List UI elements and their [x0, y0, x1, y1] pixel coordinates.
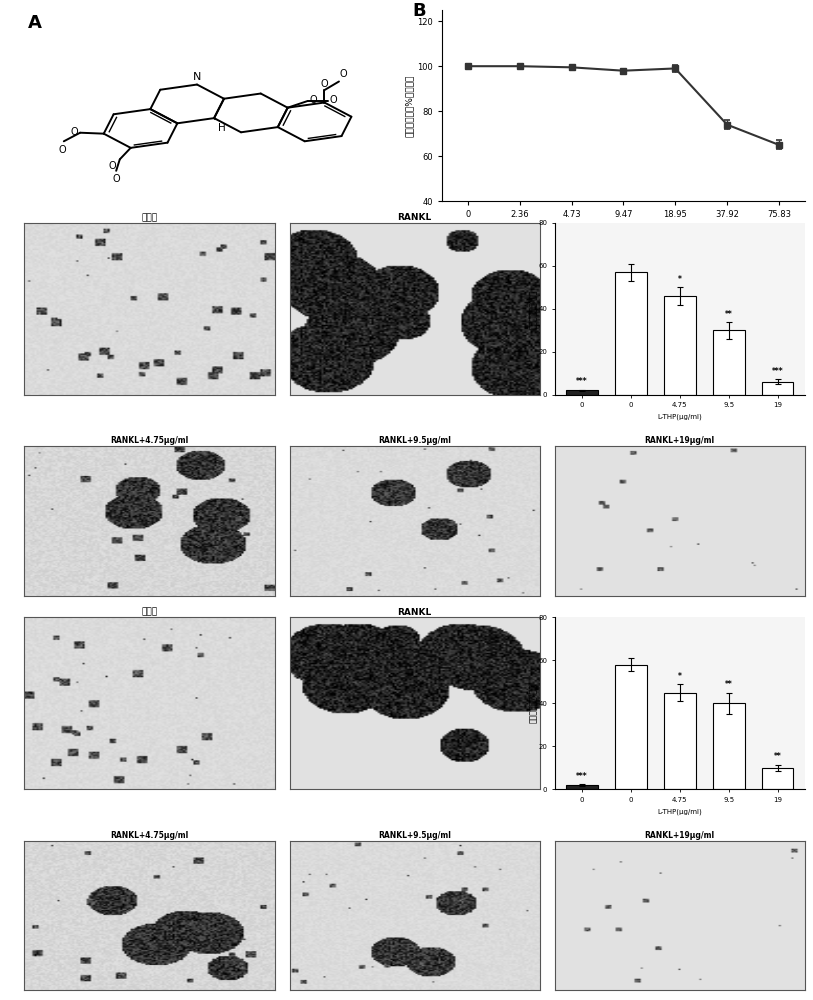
Text: O: O — [320, 79, 328, 89]
Y-axis label: 破骨细胞数（/圖）: 破骨细胞数（/圖） — [528, 289, 537, 329]
Title: RANKL+4.75μg/ml: RANKL+4.75μg/ml — [111, 436, 189, 445]
Title: 对照组: 对照组 — [141, 213, 158, 222]
Text: O: O — [329, 95, 337, 105]
Text: **: ** — [774, 752, 781, 761]
Text: B: B — [413, 2, 427, 20]
Text: ***: *** — [772, 367, 784, 376]
Y-axis label: 破骨细胞数（/圖）: 破骨细胞数（/圖） — [528, 683, 537, 723]
X-axis label: L-THP(μg/ml): L-THP(μg/ml) — [658, 808, 702, 815]
Title: RANKL+19μg/ml: RANKL+19μg/ml — [645, 436, 715, 445]
Bar — [615, 665, 647, 789]
Bar — [713, 330, 745, 395]
Bar — [664, 693, 696, 789]
Text: **: ** — [725, 680, 733, 689]
Bar — [566, 390, 598, 395]
Y-axis label: 细胞增殖率（%对照组）: 细胞增殖率（%对照组） — [406, 74, 415, 137]
Text: O: O — [340, 69, 347, 79]
Bar — [713, 703, 745, 789]
Text: H: H — [219, 123, 226, 133]
Bar — [566, 785, 598, 789]
X-axis label: L-THP (μg/ml): L-THP (μg/ml) — [589, 225, 658, 234]
Title: RANKL+19μg/ml: RANKL+19μg/ml — [645, 831, 715, 840]
X-axis label: L-THP(μg/ml): L-THP(μg/ml) — [658, 414, 702, 420]
Title: RANKL+9.5μg/ml: RANKL+9.5μg/ml — [378, 436, 451, 445]
Bar — [762, 382, 793, 395]
Text: N: N — [193, 72, 202, 82]
Title: RANKL+9.5μg/ml: RANKL+9.5μg/ml — [378, 831, 451, 840]
Title: RANKL: RANKL — [398, 608, 432, 617]
Text: O: O — [59, 145, 66, 155]
Text: O: O — [310, 95, 317, 105]
Text: **: ** — [725, 310, 733, 319]
Text: *: * — [678, 672, 682, 681]
Title: 对照组: 对照组 — [141, 608, 158, 617]
Title: RANKL+4.75μg/ml: RANKL+4.75μg/ml — [111, 831, 189, 840]
Bar — [664, 296, 696, 395]
Text: O: O — [112, 174, 120, 184]
Text: *: * — [678, 275, 682, 284]
Text: ***: *** — [576, 377, 588, 386]
Text: ***: *** — [576, 772, 588, 781]
Text: A: A — [28, 14, 42, 32]
Title: RANKL: RANKL — [398, 213, 432, 222]
Bar — [615, 272, 647, 395]
Bar — [762, 768, 793, 789]
Text: O: O — [71, 127, 78, 137]
Text: O: O — [109, 161, 116, 171]
